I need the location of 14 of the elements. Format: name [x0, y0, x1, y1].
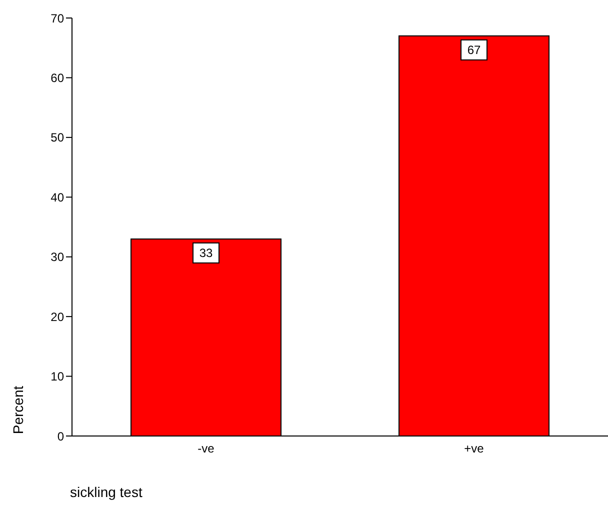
y-axis-title: Percent	[10, 386, 26, 434]
data-label: 67	[467, 42, 481, 57]
y-tick-label: 60	[50, 70, 64, 85]
y-tick-label: 40	[50, 190, 64, 204]
y-tick-label: 50	[50, 130, 64, 145]
y-tick-label: 70	[50, 11, 64, 26]
y-tick-label: 10	[50, 370, 64, 384]
y-tick-label: 0	[57, 429, 64, 444]
data-label: 33	[199, 246, 213, 260]
x-tick-label: +ve	[464, 442, 484, 456]
x-axis-title: sickling test	[70, 484, 142, 500]
y-tick-label: 20	[50, 310, 64, 324]
x-tick-label: -ve	[198, 442, 215, 456]
y-tick-label: 30	[50, 250, 64, 264]
